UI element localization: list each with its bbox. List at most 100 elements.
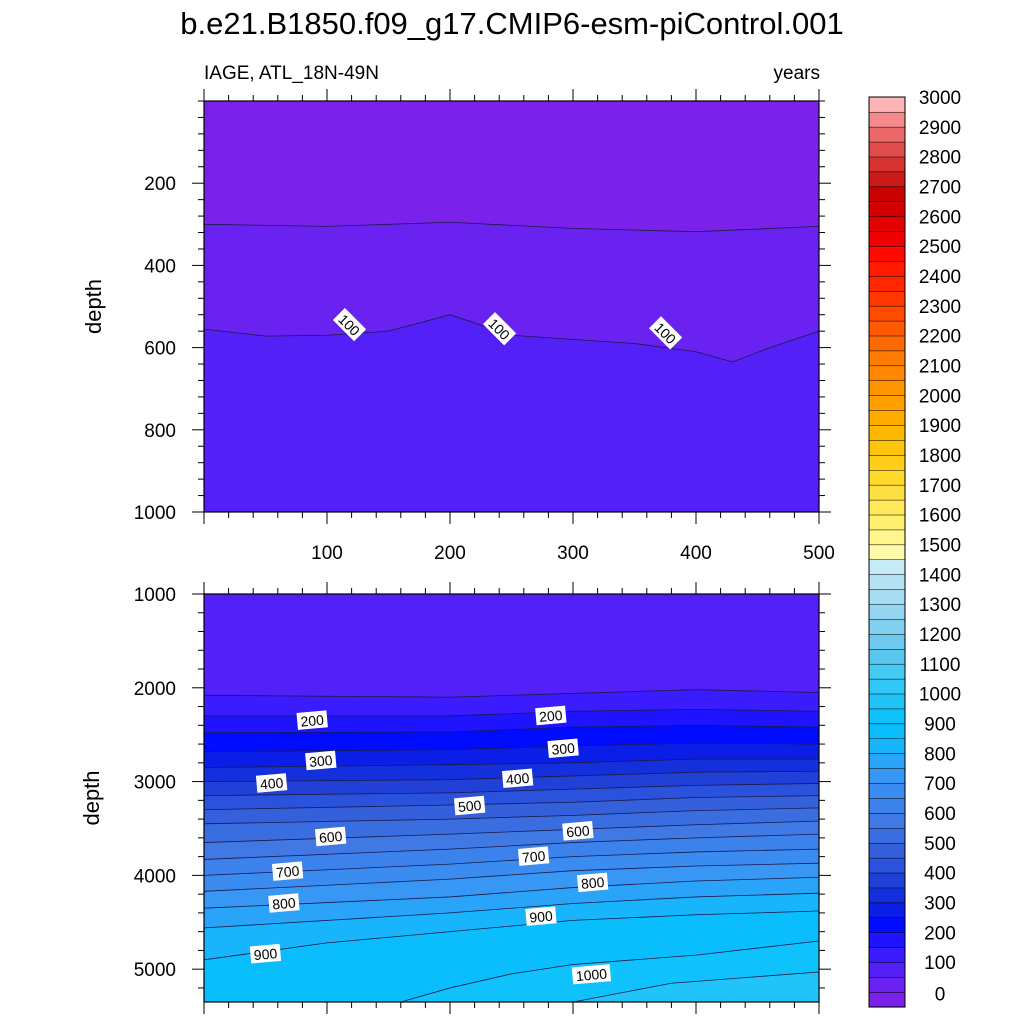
colorbar-swatch (868, 872, 906, 889)
contour-line (204, 795, 819, 811)
y-axis-label: depth (81, 279, 106, 334)
y-tick-label: 4000 (134, 866, 176, 887)
colorbar: 0 100 200 300 400 500 600 700 800 900 1000 1100 1200… (868, 88, 961, 1008)
colorbar-swatch (868, 708, 906, 725)
colorbar-label: 1500 (919, 536, 961, 557)
colorbar-swatch (868, 260, 906, 277)
contour-label: 300 (547, 738, 579, 759)
contour-line (204, 848, 819, 876)
contour-label-text: 200 (539, 707, 564, 725)
contour-line (204, 708, 819, 717)
colorbar-label: 2700 (919, 178, 961, 199)
y-tick-label: 800 (144, 421, 176, 442)
y-tick-label: 2000 (134, 679, 176, 700)
colorbar-swatch (868, 365, 906, 381)
colorbar-label: 2600 (919, 207, 961, 228)
colorbar-swatch (868, 678, 906, 695)
x-tick-label: 300 (557, 543, 589, 564)
contour-label: 500 (453, 795, 486, 816)
colorbar-swatch (868, 887, 906, 904)
colorbar-label: 700 (924, 774, 956, 795)
contour-line (204, 221, 819, 233)
colorbar-label: 2100 (919, 357, 961, 378)
x-tick-label: 500 (803, 543, 835, 564)
y-tick-label: 600 (144, 339, 176, 360)
colorbar-swatch (868, 454, 906, 471)
colorbar-swatch (868, 947, 906, 963)
colorbar-label: 2900 (919, 118, 961, 139)
contour-fill-band (204, 314, 819, 512)
colorbar-swatch (868, 529, 906, 546)
contour-label-text: 400 (259, 774, 284, 792)
colorbar-label: 200 (924, 923, 956, 944)
colorbar-swatch (868, 380, 906, 396)
contour-label: 700 (271, 861, 304, 881)
colorbar-swatch (868, 648, 906, 665)
colorbar-swatch (868, 231, 906, 247)
y-tick-label: 1000 (134, 585, 176, 606)
colorbar-label: 3000 (919, 88, 961, 109)
colorbar-label: 1000 (919, 685, 961, 706)
colorbar-label: 1100 (920, 655, 961, 676)
colorbar-label: 600 (924, 804, 956, 825)
colorbar-label: 800 (924, 744, 956, 765)
colorbar-label: 1400 (919, 565, 961, 586)
colorbar-swatch (868, 499, 906, 516)
colorbar-swatch (868, 723, 906, 740)
colorbar-frame (868, 96, 906, 1008)
y-tick-label: 3000 (134, 773, 176, 794)
colorbar-swatch (868, 305, 906, 322)
colorbar-swatch (868, 275, 906, 292)
colorbar-label: 1900 (919, 416, 961, 437)
subtitle-units: years (773, 63, 820, 84)
y-tick-label: 400 (144, 256, 176, 277)
colorbar-label: 1800 (919, 446, 961, 467)
x-tick-label: 200 (434, 543, 466, 564)
contour-label-text: 1000 (575, 965, 608, 984)
colorbar-swatch (868, 544, 906, 561)
colorbar-label: 2500 (919, 237, 961, 258)
contour-line (204, 783, 819, 797)
colorbar-swatch (868, 171, 906, 188)
colorbar-label: 100 (924, 953, 956, 974)
plot-frame (203, 100, 820, 513)
contour-line (204, 758, 819, 768)
contour-line (204, 689, 819, 698)
colorbar-swatch (868, 738, 906, 754)
y-tick-label: 200 (144, 174, 176, 195)
colorbar-swatch (868, 245, 906, 262)
contour-label: 600 (562, 821, 594, 841)
contour-label: 800 (268, 893, 300, 913)
colorbar-swatch (868, 753, 906, 769)
contour-label-text: 600 (318, 828, 343, 846)
lower-panel: 200 200 300 300 400 400 500 600 600 700 700 800 800 9… (79, 582, 831, 1014)
colorbar-swatch (868, 976, 906, 993)
contour-label-text: 700 (521, 848, 546, 866)
x-tick-label: 400 (680, 543, 712, 564)
colorbar-swatch (868, 603, 906, 620)
contour-line (204, 807, 819, 825)
contour-label-text: 300 (309, 752, 334, 770)
y-tick-label: 1000 (134, 503, 176, 524)
colorbar-label: 900 (924, 715, 956, 736)
y-axis-label: depth (79, 770, 104, 825)
contour-label: 1000 (571, 964, 612, 985)
contour-label: 200 (296, 710, 328, 730)
colorbar-swatch (868, 290, 906, 307)
contour-label: 200 (535, 705, 567, 726)
colorbar-swatch (868, 842, 906, 859)
colorbar-swatch (868, 126, 906, 143)
contour-fill-band (573, 971, 819, 1002)
colorbar-swatch (868, 768, 906, 784)
contour-label-text: 600 (566, 822, 591, 840)
colorbar-label: 400 (924, 864, 956, 885)
colorbar-label: 2400 (919, 267, 961, 288)
colorbar-swatch (868, 320, 906, 337)
colorbar-swatch (868, 633, 906, 650)
contour-label-text: 800 (580, 874, 605, 892)
colorbar-swatch (868, 574, 906, 590)
contour-label: 400 (501, 768, 534, 789)
colorbar-swatch (868, 559, 906, 575)
chart-title: b.e21.B1850.f09_g17.CMIP6-esm-piControl.… (180, 6, 844, 41)
